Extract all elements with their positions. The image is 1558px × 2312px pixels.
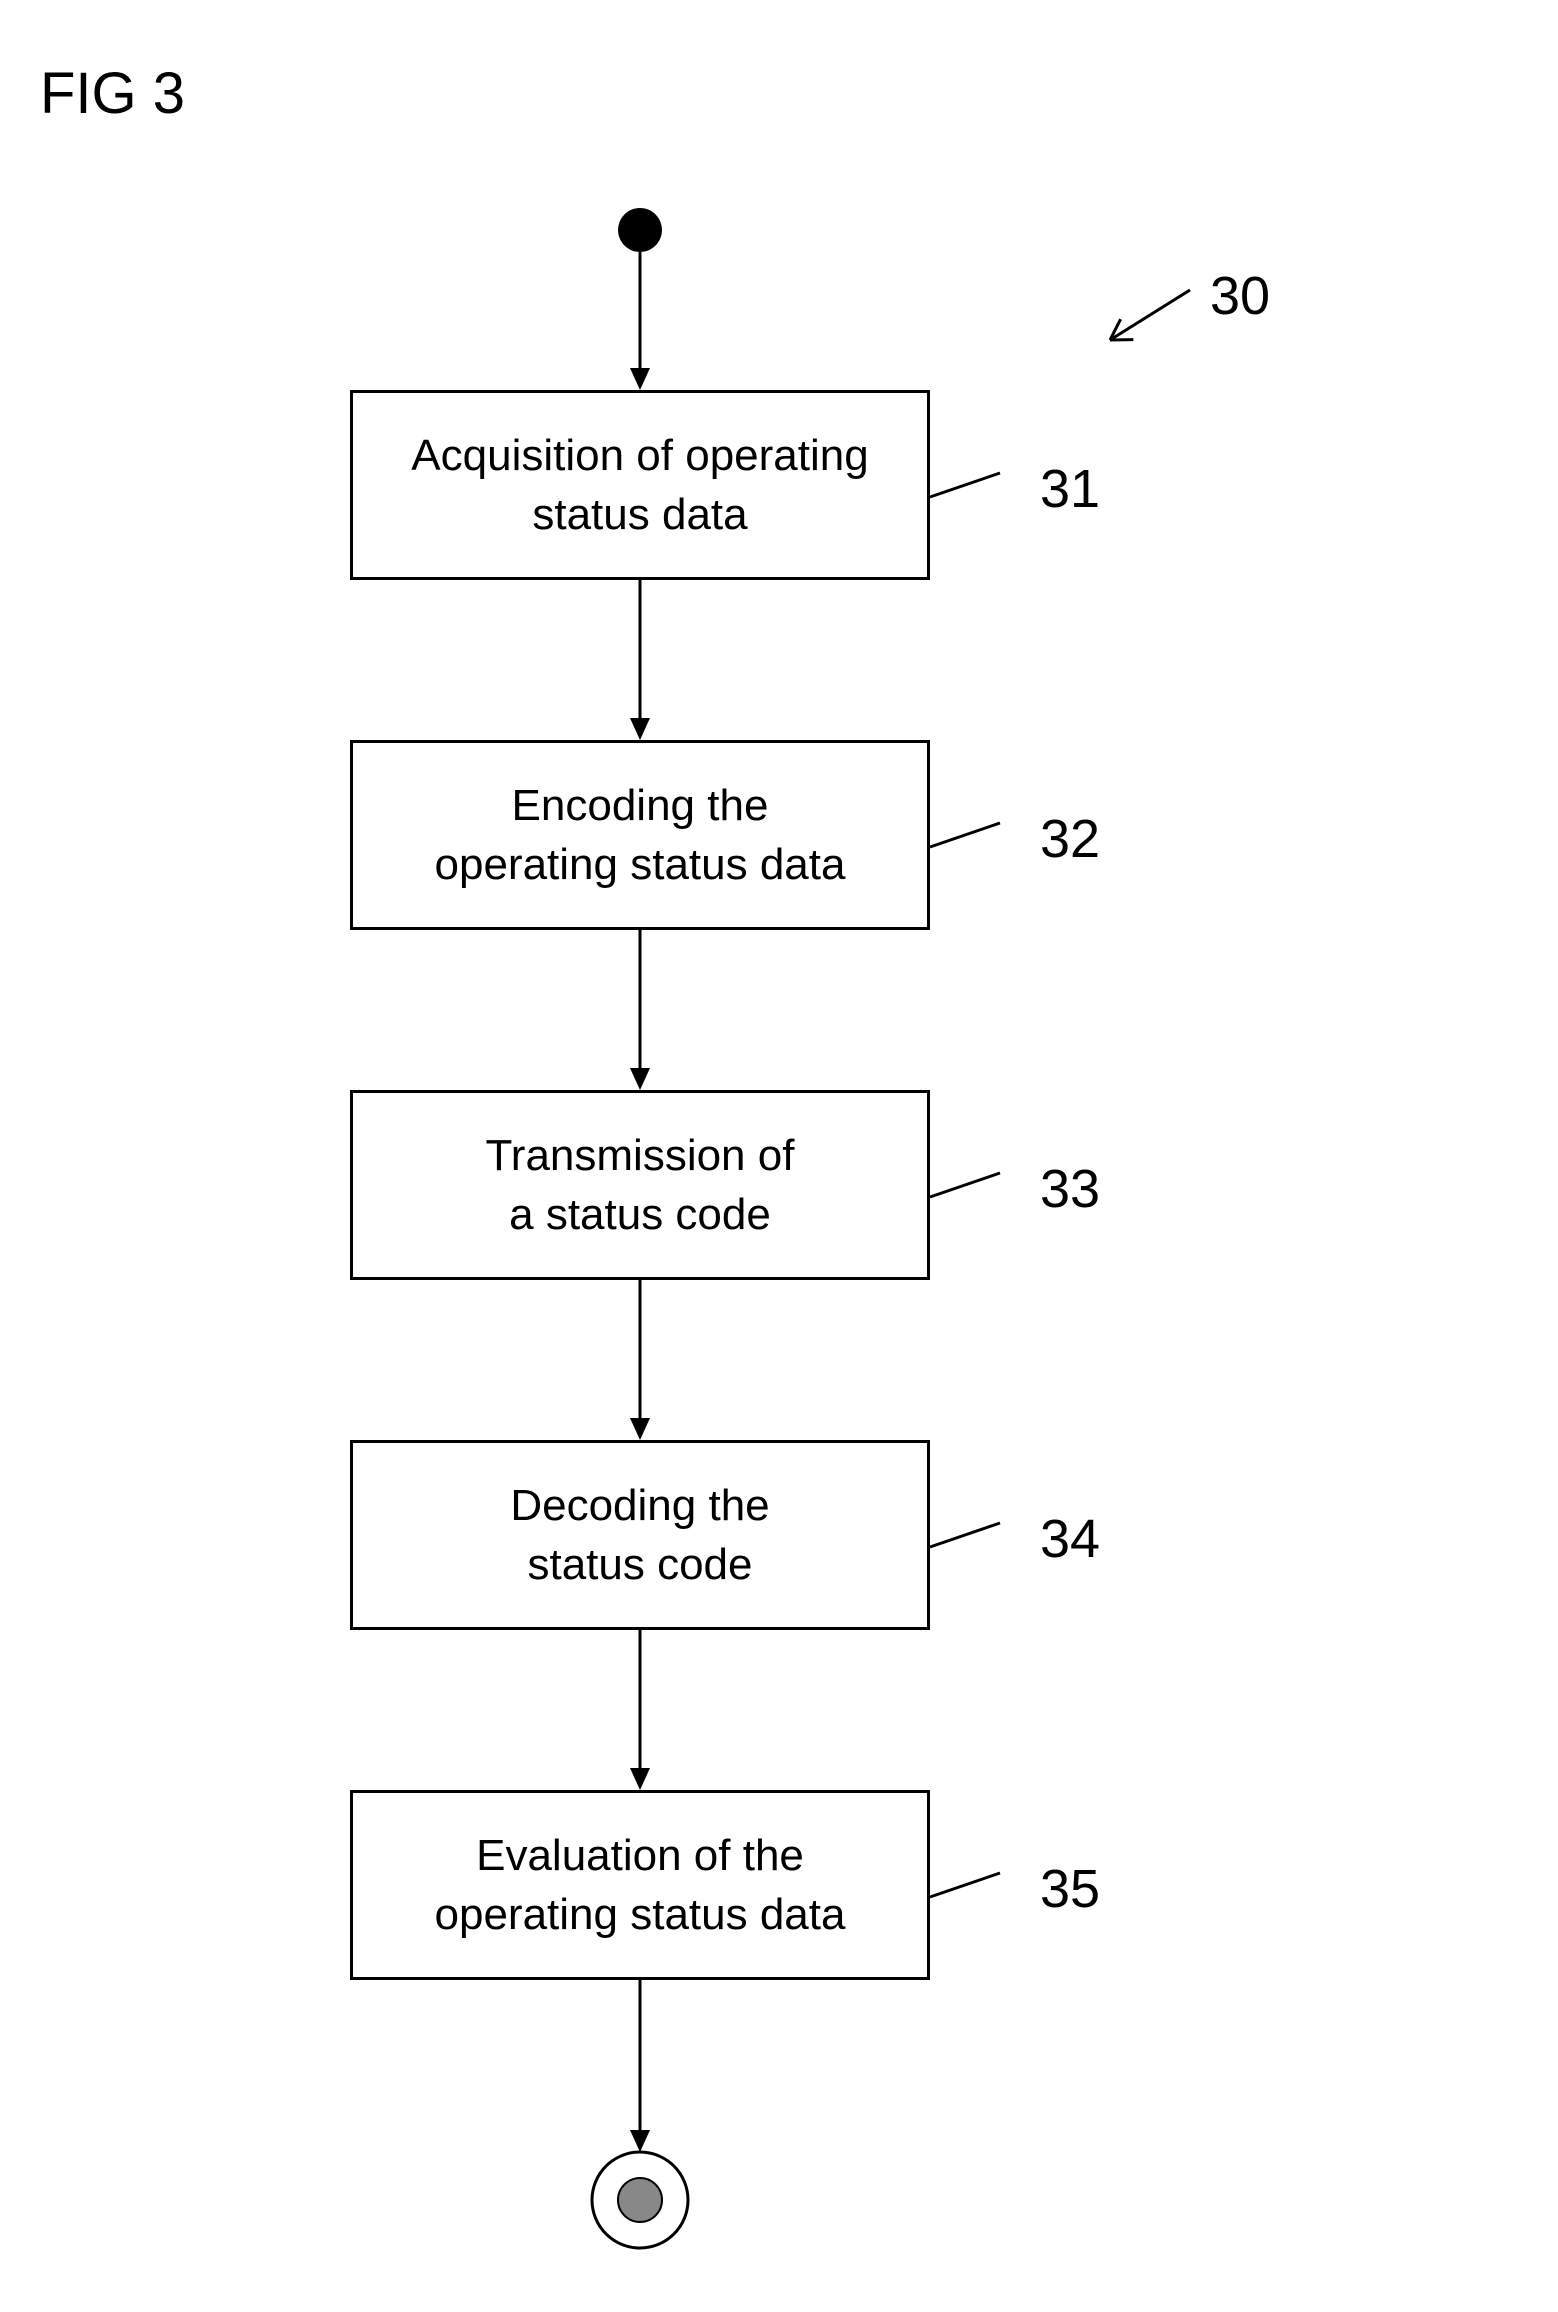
- step-evaluation: Evaluation of the operating status data: [350, 1790, 930, 1980]
- step-evaluation-line1: Evaluation of the: [435, 1826, 846, 1885]
- overall-reference-label: 30: [1210, 265, 1270, 327]
- step-decoding-line1: Decoding the: [510, 1476, 769, 1535]
- step-decoding-line2: status code: [510, 1535, 769, 1594]
- step-encoding-line2: operating status data: [435, 835, 846, 894]
- step-transmission-line2: a status code: [486, 1185, 795, 1244]
- step-acquisition-line2: status data: [411, 485, 868, 544]
- step-decoding: Decoding the status code: [350, 1440, 930, 1630]
- step-evaluation-line2: operating status data: [435, 1885, 846, 1944]
- ref-label-33: 33: [1040, 1158, 1100, 1220]
- step-transmission: Transmission of a status code: [350, 1090, 930, 1280]
- step-acquisition-line1: Acquisition of operating: [411, 426, 868, 485]
- figure-title: FIG 3: [40, 60, 185, 127]
- ref-label-31: 31: [1040, 458, 1100, 520]
- step-transmission-line1: Transmission of: [486, 1126, 795, 1185]
- step-acquisition: Acquisition of operating status data: [350, 390, 930, 580]
- step-encoding-line1: Encoding the: [435, 776, 846, 835]
- step-encoding: Encoding the operating status data: [350, 740, 930, 930]
- ref-label-35: 35: [1040, 1858, 1100, 1920]
- ref-label-34: 34: [1040, 1508, 1100, 1570]
- ref-label-32: 32: [1040, 808, 1100, 870]
